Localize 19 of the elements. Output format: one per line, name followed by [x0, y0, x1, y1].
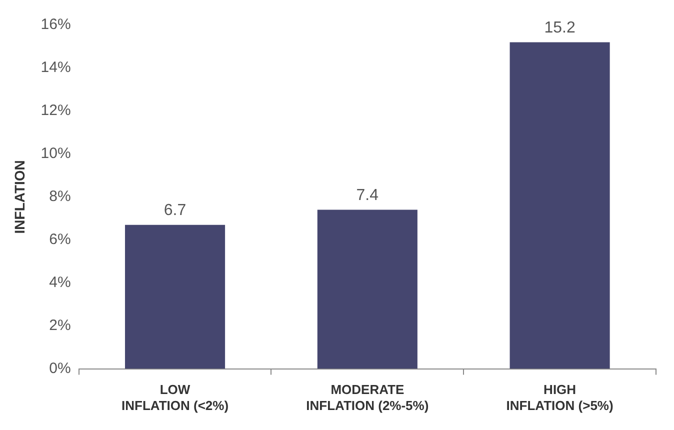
bar [510, 42, 610, 369]
y-axis-title: INFLATION [11, 160, 28, 234]
data-label: 15.2 [544, 20, 576, 37]
data-label: 7.4 [356, 187, 379, 204]
bar [317, 210, 418, 369]
y-tick-label: 4% [49, 274, 71, 291]
y-tick-label: 2% [49, 316, 71, 334]
y-tick-label: 14% [40, 59, 71, 76]
x-tick-label: LOW INFLATION (<2%) [122, 382, 229, 413]
data-label: 6.7 [164, 202, 186, 220]
x-tick-label: MODERATE INFLATION (2%-5%) [306, 382, 429, 413]
y-tick-label: 10% [40, 145, 71, 162]
y-tick-label: 0% [49, 360, 71, 377]
y-tick-label: 12% [40, 102, 71, 120]
y-tick-label: 8% [49, 188, 71, 206]
bar [124, 224, 226, 369]
y-tick-label: 16% [40, 16, 71, 34]
y-tick-label: 6% [49, 231, 71, 248]
x-tick-label: HIGH INFLATION (>5%) [506, 382, 614, 413]
